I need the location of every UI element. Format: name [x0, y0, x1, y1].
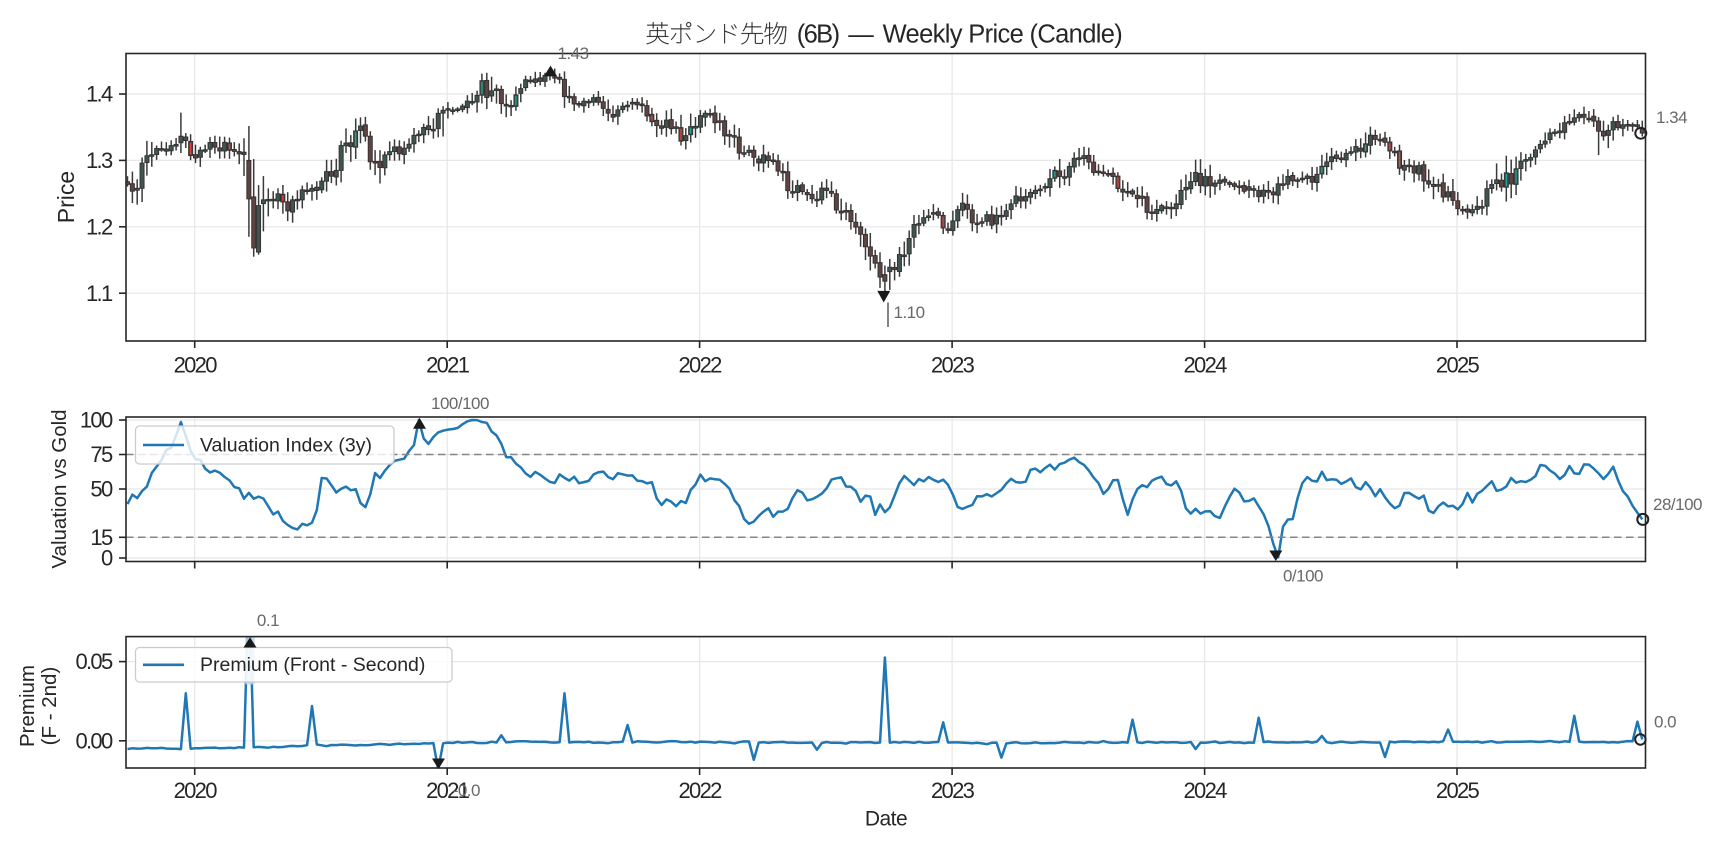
svg-text:Premium (Front - Second): Premium (Front - Second)	[200, 654, 425, 676]
svg-text:2024: 2024	[1184, 778, 1228, 803]
svg-text:0: 0	[101, 546, 113, 571]
svg-text:(6B): (6B)	[797, 21, 839, 49]
svg-text:2021: 2021	[426, 353, 470, 378]
svg-text:2023: 2023	[931, 778, 975, 803]
svg-text:Valuation vs Gold: Valuation vs Gold	[48, 409, 71, 568]
svg-text:1.10: 1.10	[894, 303, 925, 322]
svg-text:75: 75	[90, 442, 113, 467]
svg-text:2024: 2024	[1184, 353, 1228, 378]
svg-text:Valuation Index (3y): Valuation Index (3y)	[200, 435, 372, 457]
svg-text:Premium: Premium	[16, 665, 39, 747]
svg-text:1.43: 1.43	[557, 44, 588, 63]
svg-text:1.34: 1.34	[1656, 108, 1687, 127]
svg-text:2023: 2023	[931, 353, 975, 378]
svg-text:2025: 2025	[1436, 778, 1480, 803]
svg-text:28/100: 28/100	[1653, 495, 1702, 514]
svg-text:100: 100	[80, 408, 113, 433]
svg-text:2022: 2022	[679, 778, 723, 803]
svg-text:Weekly Price (Candle): Weekly Price (Candle)	[883, 21, 1123, 49]
svg-text:0.05: 0.05	[75, 649, 112, 674]
svg-text:2020: 2020	[174, 353, 218, 378]
svg-text:-0.0: -0.0	[453, 781, 480, 800]
svg-text:1.3: 1.3	[86, 148, 113, 173]
svg-text:15: 15	[90, 525, 113, 550]
svg-text:—: —	[848, 21, 874, 49]
svg-text:100/100: 100/100	[431, 394, 489, 413]
svg-text:(F - 2nd): (F - 2nd)	[38, 667, 61, 746]
svg-text:1.1: 1.1	[86, 281, 113, 306]
svg-text:1.4: 1.4	[86, 82, 113, 107]
svg-text:2021: 2021	[426, 778, 470, 803]
svg-text:Date: Date	[865, 808, 907, 831]
svg-text:0.0: 0.0	[1654, 713, 1676, 732]
svg-text:1.2: 1.2	[86, 214, 113, 239]
svg-text:2022: 2022	[679, 353, 723, 378]
svg-text:2025: 2025	[1436, 353, 1480, 378]
svg-text:50: 50	[90, 477, 113, 502]
svg-text:Price: Price	[53, 171, 79, 223]
svg-text:0/100: 0/100	[1283, 567, 1323, 586]
svg-text:0.1: 0.1	[257, 611, 279, 630]
svg-text:2020: 2020	[174, 778, 218, 803]
svg-text:0.00: 0.00	[75, 728, 112, 753]
